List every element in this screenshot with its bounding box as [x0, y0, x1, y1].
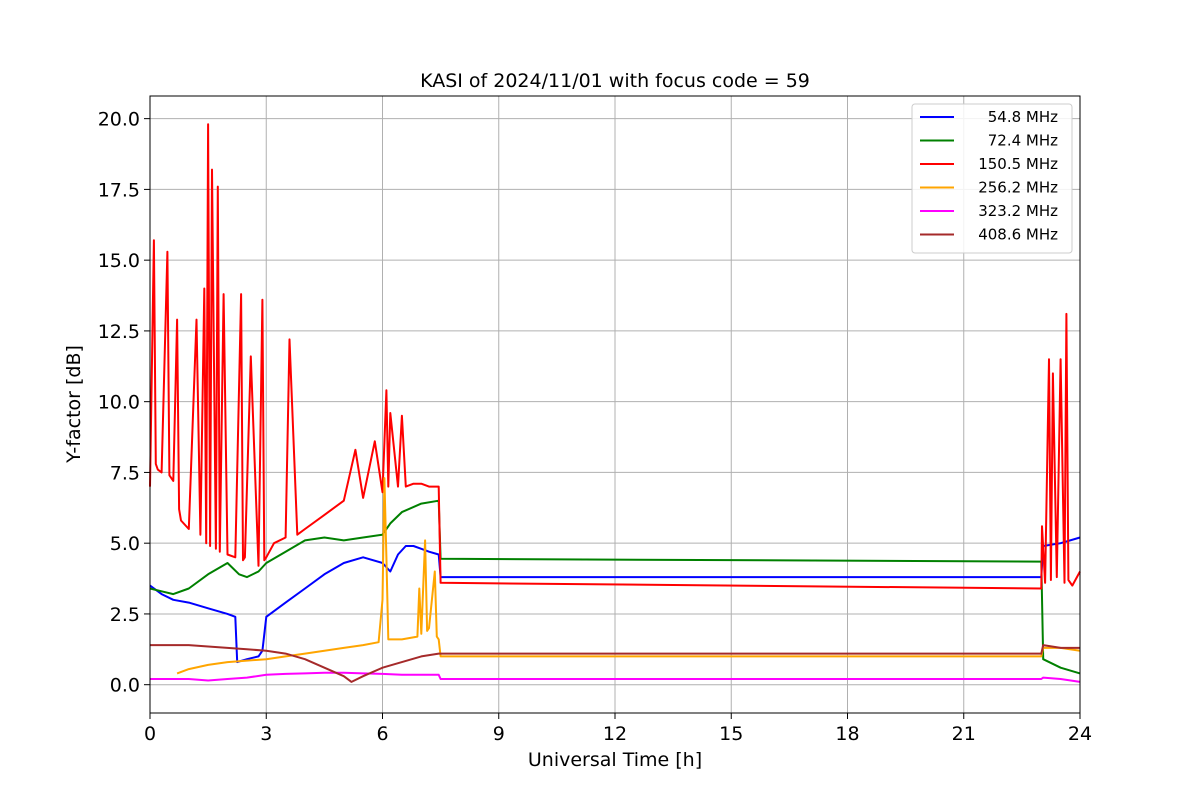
x-tick-label: 6: [376, 723, 388, 745]
legend-label: 256.2 MHz: [978, 179, 1058, 197]
series-line-3: [176, 477, 1081, 675]
y-tick-label: 7.5: [110, 462, 140, 484]
series-line-5: [150, 644, 1080, 683]
y-tick-label: 15.0: [98, 250, 140, 272]
x-tick-label: 3: [260, 723, 272, 745]
legend-label: 54.8 MHz: [988, 108, 1058, 126]
y-tick-label: 12.5: [98, 321, 140, 343]
chart-title: KASI of 2024/11/01 with focus code = 59: [420, 70, 810, 92]
y-axis-ticks: 0.0 2.5 5.0 7.5 10.0 12.5 15.0 17.5 20.0: [98, 109, 150, 697]
y-tick-label: 5.0: [110, 533, 140, 555]
y-tick-label: 17.5: [98, 179, 140, 201]
series-lines: [149, 123, 1081, 683]
y-tick-label: 20.0: [98, 109, 140, 131]
x-axis-ticks: 0 3 6 9 12 15 18 21 24: [144, 713, 1092, 745]
x-tick-label: 9: [493, 723, 505, 745]
legend-label: 72.4 MHz: [988, 132, 1058, 150]
x-tick-label: 0: [144, 723, 156, 745]
y-tick-label: 10.0: [98, 392, 140, 414]
legend: 54.8 MHz 72.4 MHz 150.5 MHz 256.2 MHz 323.2 …: [911, 103, 1073, 254]
legend-label: 150.5 MHz: [978, 155, 1058, 173]
y-tick-label: 2.5: [110, 604, 140, 626]
x-tick-label: 24: [1068, 723, 1092, 745]
series-line-0: [149, 536, 1081, 664]
x-tick-label: 15: [719, 723, 743, 745]
x-tick-label: 21: [952, 723, 976, 745]
series-line-4: [150, 671, 1081, 683]
x-tick-label: 12: [603, 723, 627, 745]
x-tick-label: 18: [835, 723, 859, 745]
legend-label: 408.6 MHz: [978, 226, 1058, 244]
legend-label: 323.2 MHz: [978, 202, 1058, 220]
series-line-2: [149, 123, 1081, 590]
x-axis-label: Universal Time [h]: [528, 749, 702, 771]
y-axis-label: Y-factor [dB]: [63, 345, 85, 464]
y-tick-label: 0.0: [110, 675, 140, 697]
